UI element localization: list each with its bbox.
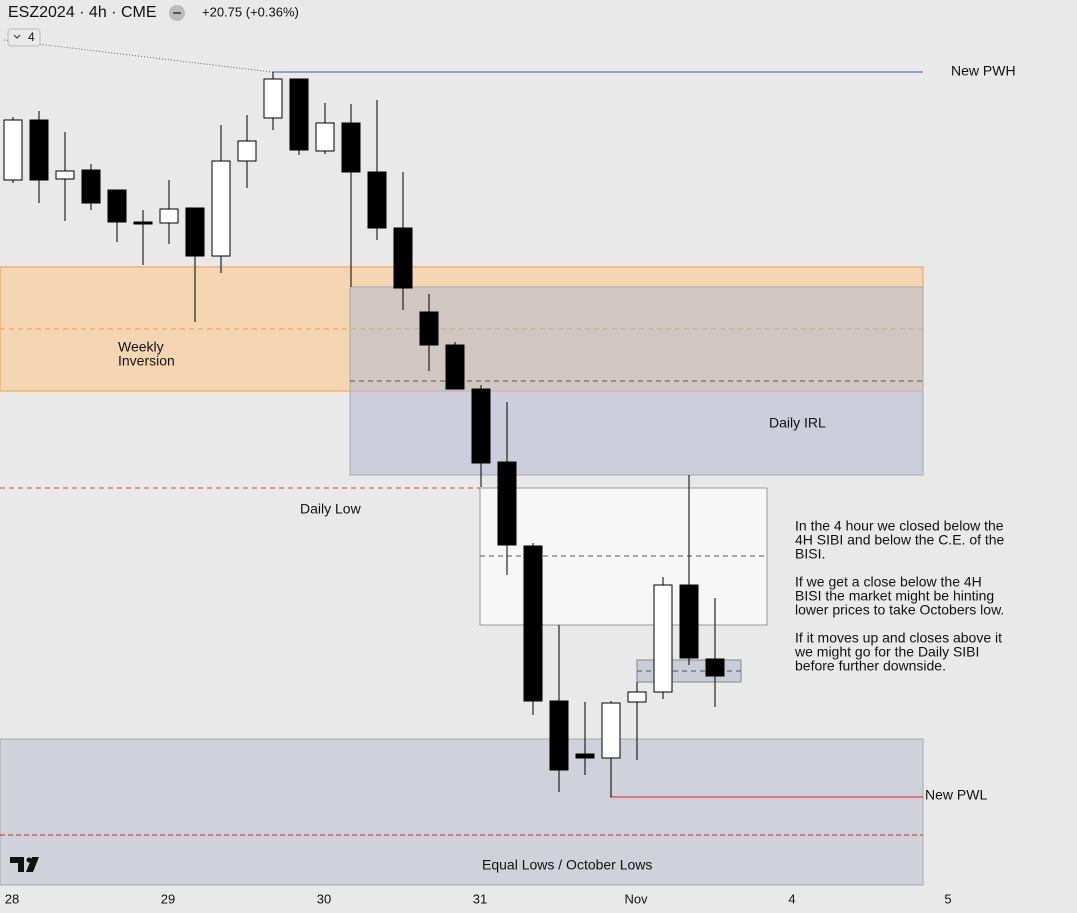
candle-body	[55, 170, 75, 180]
x-axis: 28 29 30 31 Nov 4 5	[5, 891, 952, 906]
candle-body	[315, 122, 335, 152]
candle-body	[393, 227, 413, 289]
candle-body	[211, 160, 231, 257]
candle-body	[29, 119, 49, 181]
candle-body	[367, 171, 387, 229]
chevron	[13, 34, 21, 39]
weekly-label: Weekly	[118, 339, 164, 355]
candle-body	[549, 700, 569, 771]
note-line: BISI the market might be hinting	[795, 588, 994, 604]
x-tick-label: 5	[944, 891, 951, 906]
note-line: If we get a close below the 4H	[795, 574, 982, 590]
candle-body	[81, 169, 101, 204]
symbol: ESZ2024 · 4h · CME	[8, 4, 157, 21]
daily-low-label: Daily Low	[300, 501, 362, 517]
candle-body	[627, 691, 647, 703]
note-line: BISI.	[795, 546, 825, 562]
candle-body	[679, 584, 699, 659]
pwh-label: New PWH	[951, 63, 1016, 79]
candle-body	[185, 207, 205, 257]
logo-dot	[26, 857, 32, 863]
collapse-button[interactable]	[7, 28, 41, 47]
equal-lows-label: Equal Lows / October Lows	[482, 857, 652, 873]
x-tick-label: 4	[788, 891, 795, 906]
logo	[10, 857, 39, 872]
candle-body	[445, 344, 465, 390]
x-tick-label: 31	[473, 891, 487, 906]
candle-body	[601, 702, 621, 759]
candle-body	[705, 658, 725, 677]
note-line: lower prices to take Octobers low.	[795, 602, 1004, 618]
candle-body	[133, 221, 153, 225]
candle-body	[263, 78, 283, 119]
x-tick-label: 29	[161, 891, 175, 906]
candle-body	[159, 208, 179, 224]
candles	[3, 72, 725, 797]
candle-body	[575, 753, 595, 759]
note-line: If it moves up and closes above it	[795, 630, 1002, 646]
lows-zone	[0, 738, 924, 886]
x-tick-label: 28	[5, 891, 19, 906]
candle-body	[523, 545, 543, 702]
irl-label: Daily IRL	[769, 415, 826, 431]
weekly-label: Inversion	[118, 353, 175, 369]
candle-body	[237, 140, 257, 162]
candle-body	[3, 119, 23, 181]
candle-body	[653, 584, 673, 693]
note-line: In the 4 hour we closed below the	[795, 518, 1004, 534]
collapse-count: 4	[28, 30, 35, 44]
pwl-label: New PWL	[925, 787, 987, 803]
candle-body	[341, 122, 361, 173]
x-tick-label: Nov	[624, 891, 648, 906]
note-line: we might go for the Daily SIBI	[794, 644, 979, 660]
candle-body	[289, 78, 309, 151]
note-line: before further downside.	[795, 658, 946, 674]
candle-body	[497, 461, 517, 546]
candle-body	[419, 311, 439, 346]
x-tick-label: 30	[317, 891, 331, 906]
price-change: +20.75 (+0.36%)	[202, 4, 299, 19]
note-line: 4H SIBI and below the C.E. of the	[795, 532, 1005, 548]
candle-body	[107, 189, 127, 223]
candle-body	[471, 388, 491, 464]
